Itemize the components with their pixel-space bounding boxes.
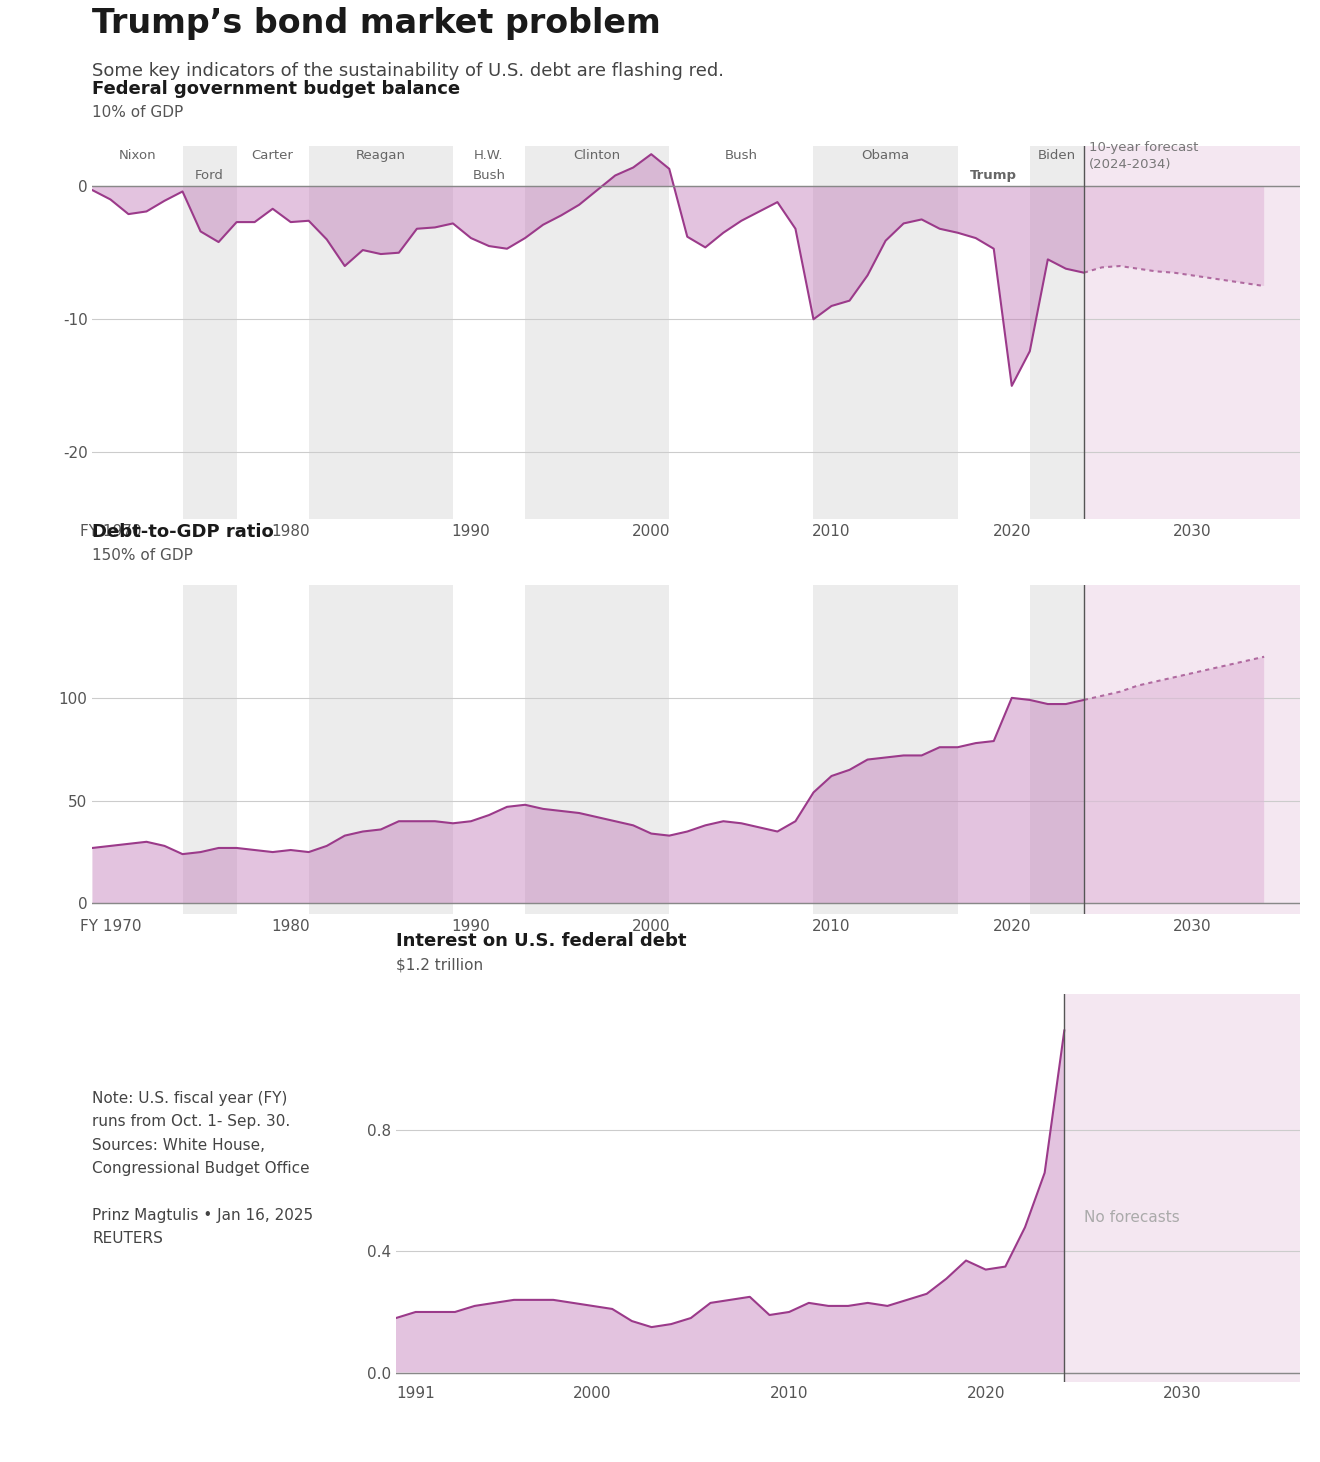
Bar (309, 585, 453, 914)
Text: H.W.: H.W. (474, 149, 504, 162)
Bar (1084, 146, 1300, 519)
Bar (1030, 585, 1084, 914)
Bar (525, 585, 669, 914)
Text: Bush: Bush (725, 149, 758, 162)
Text: Interest on U.S. federal debt: Interest on U.S. federal debt (396, 933, 686, 950)
Text: Biden: Biden (1038, 149, 1076, 162)
Bar (182, 585, 236, 914)
Bar (1084, 585, 1300, 914)
Bar (813, 146, 958, 519)
Text: Some key indicators of the sustainability of U.S. debt are flashing red.: Some key indicators of the sustainabilit… (92, 63, 725, 80)
Text: Trump: Trump (970, 170, 1018, 181)
Text: Reagan: Reagan (356, 149, 405, 162)
Text: Nixon: Nixon (119, 149, 156, 162)
Bar (813, 585, 958, 914)
Text: Carter: Carter (252, 149, 293, 162)
Text: 150% of GDP: 150% of GDP (92, 548, 193, 563)
Text: Note: U.S. fiscal year (FY)
runs from Oct. 1- Sep. 30.
Sources: White House,
Con: Note: U.S. fiscal year (FY) runs from Oc… (92, 1091, 314, 1246)
Bar (1064, 994, 1300, 1382)
Bar (525, 146, 669, 519)
Text: Clinton: Clinton (574, 149, 620, 162)
Text: Ford: Ford (195, 170, 224, 181)
Bar (182, 146, 236, 519)
Text: $1.2 trillion: $1.2 trillion (396, 958, 483, 972)
Text: Debt-to-GDP ratio: Debt-to-GDP ratio (92, 523, 275, 541)
Bar (309, 146, 453, 519)
Text: Bush: Bush (473, 170, 506, 181)
Text: Trump’s bond market problem: Trump’s bond market problem (92, 7, 661, 41)
Text: Federal government budget balance: Federal government budget balance (92, 80, 461, 98)
Bar (1030, 146, 1084, 519)
Text: Obama: Obama (862, 149, 909, 162)
Text: 10% of GDP: 10% of GDP (92, 105, 183, 120)
Text: No forecasts: No forecasts (1084, 1211, 1180, 1225)
Text: 10-year forecast
(2024-2034): 10-year forecast (2024-2034) (1089, 140, 1199, 171)
